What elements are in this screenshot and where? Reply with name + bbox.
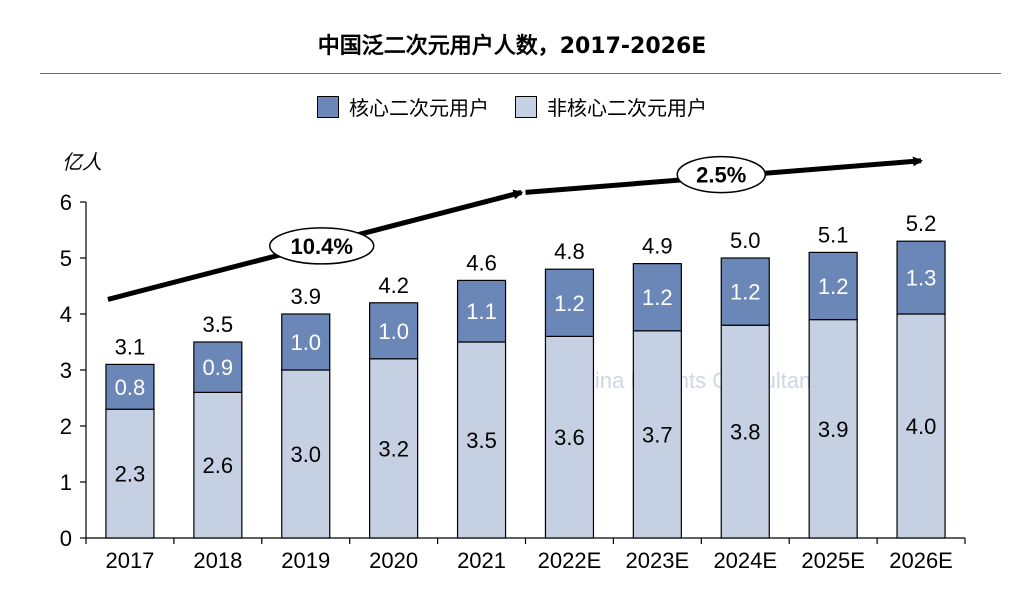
y-tick-label: 3 xyxy=(60,358,72,383)
cagr-label-2: 2.5% xyxy=(696,163,746,188)
cagr-label-1: 10.4% xyxy=(291,234,353,259)
data-label-core: 1.0 xyxy=(290,330,321,355)
y-tick-label: 4 xyxy=(60,302,72,327)
x-tick-label: 2017 xyxy=(105,548,154,573)
x-tick-label: 2022E xyxy=(538,548,602,573)
y-tick-label: 2 xyxy=(60,414,72,439)
data-label-total: 3.9 xyxy=(290,284,321,309)
data-label-total: 3.1 xyxy=(115,334,146,359)
x-tick-label: 2025E xyxy=(801,548,865,573)
axes: 0 1 2 3 4 5 6 2017 2018 2019 2020 2021 2022E 2023E 202… xyxy=(60,190,966,573)
data-label-noncore: 3.7 xyxy=(642,422,673,447)
data-label-noncore: 3.6 xyxy=(554,425,585,450)
legend-item-noncore: 非核心二次元用户 xyxy=(515,92,707,121)
data-label-core: 1.2 xyxy=(554,291,585,316)
bar-segment-core xyxy=(281,313,331,371)
x-tick-label: 2019 xyxy=(281,548,330,573)
cagr-annotations: 10.4% 2.5% xyxy=(107,155,923,302)
watermark-text: China Insights Consultancy xyxy=(567,368,834,393)
bar-segment-noncore xyxy=(369,358,419,539)
data-label-noncore: 3.0 xyxy=(290,442,321,467)
data-label-core: 0.9 xyxy=(203,355,234,380)
bar-segment-noncore xyxy=(456,341,507,539)
x-tick-label: 2023E xyxy=(626,548,690,573)
chart-title: 中国泛二次元用户人数，2017-2026E xyxy=(317,34,707,59)
data-label-core: 1.2 xyxy=(818,274,849,299)
y-unit-label: 亿人 xyxy=(62,150,102,174)
bar-segment-noncore xyxy=(632,330,682,539)
x-tick-label: 2020 xyxy=(369,548,418,573)
y-tick-label: 6 xyxy=(60,190,72,215)
data-label-total: 5.1 xyxy=(818,222,849,247)
data-label-total: 3.5 xyxy=(203,312,234,337)
bar-segment-core xyxy=(896,240,946,315)
x-tick-label: 2026E xyxy=(889,548,953,573)
legend-swatch-core xyxy=(317,95,339,118)
y-tick-label: 0 xyxy=(60,526,72,551)
bar-segment-core xyxy=(369,302,419,360)
data-label-core: 1.0 xyxy=(378,319,409,344)
data-label-total: 4.9 xyxy=(642,234,673,259)
title-divider xyxy=(40,73,1001,74)
bar-segment-noncore xyxy=(896,313,946,539)
bar-segment-core xyxy=(544,268,595,338)
bar-segment-noncore xyxy=(720,324,770,539)
data-label-noncore: 2.3 xyxy=(115,462,146,487)
bar-segment-core xyxy=(808,251,858,321)
bars xyxy=(105,240,946,539)
data-label-core: 1.1 xyxy=(466,299,497,324)
chart-legend: 核心二次元用户 非核心二次元用户 xyxy=(0,92,1024,121)
data-label-total: 5.2 xyxy=(906,211,937,236)
data-label-total: 4.6 xyxy=(466,250,497,275)
data-label-noncore: 3.2 xyxy=(378,436,409,461)
legend-label-noncore: 非核心二次元用户 xyxy=(547,96,707,120)
x-tick-label: 2018 xyxy=(193,548,242,573)
data-label-noncore: 3.8 xyxy=(730,420,761,445)
data-label-core: 1.2 xyxy=(642,285,673,310)
data-label-total: 4.8 xyxy=(554,239,585,264)
bar-segment-core xyxy=(456,279,507,343)
data-label-noncore: 4.0 xyxy=(906,414,937,439)
legend-swatch-noncore xyxy=(515,95,537,118)
legend-label-core: 核心二次元用户 xyxy=(349,96,489,120)
bar-segment-noncore xyxy=(193,391,243,539)
bar-segment-core xyxy=(720,257,770,326)
data-label-noncore: 2.6 xyxy=(203,453,234,478)
data-label-core: 0.8 xyxy=(115,375,146,400)
bar-segment-noncore xyxy=(544,335,595,539)
bar-segment-core xyxy=(105,363,155,410)
bar-segment-noncore xyxy=(281,369,331,539)
data-label-noncore: 3.9 xyxy=(818,417,849,442)
bar-segment-noncore xyxy=(808,319,858,539)
watermark: China Insights Consultancy xyxy=(567,368,834,393)
y-tick-label: 1 xyxy=(60,470,72,495)
data-label-noncore: 3.5 xyxy=(466,428,497,453)
data-label-total: 4.2 xyxy=(378,273,409,298)
x-tick-label: 2021 xyxy=(457,548,506,573)
cagr-bubble-2 xyxy=(676,155,766,194)
cagr-bubble-1 xyxy=(268,227,375,265)
bar-segment-core xyxy=(632,263,682,332)
data-label-core: 1.2 xyxy=(730,280,761,305)
bar-segment-core xyxy=(193,341,243,394)
x-tick-label: 2024E xyxy=(713,548,777,573)
data-label-total: 5.0 xyxy=(730,228,761,253)
bar-segment-noncore xyxy=(105,408,155,539)
data-label-core: 1.3 xyxy=(906,266,937,291)
legend-item-core: 核心二次元用户 xyxy=(317,92,489,121)
y-tick-label: 5 xyxy=(60,246,72,271)
data-labels: 2.3 0.8 3.1 2.6 0.9 3.5 3.0 1.0 3.9 3.2 1.0 4.2 3.5 1… xyxy=(115,211,937,486)
